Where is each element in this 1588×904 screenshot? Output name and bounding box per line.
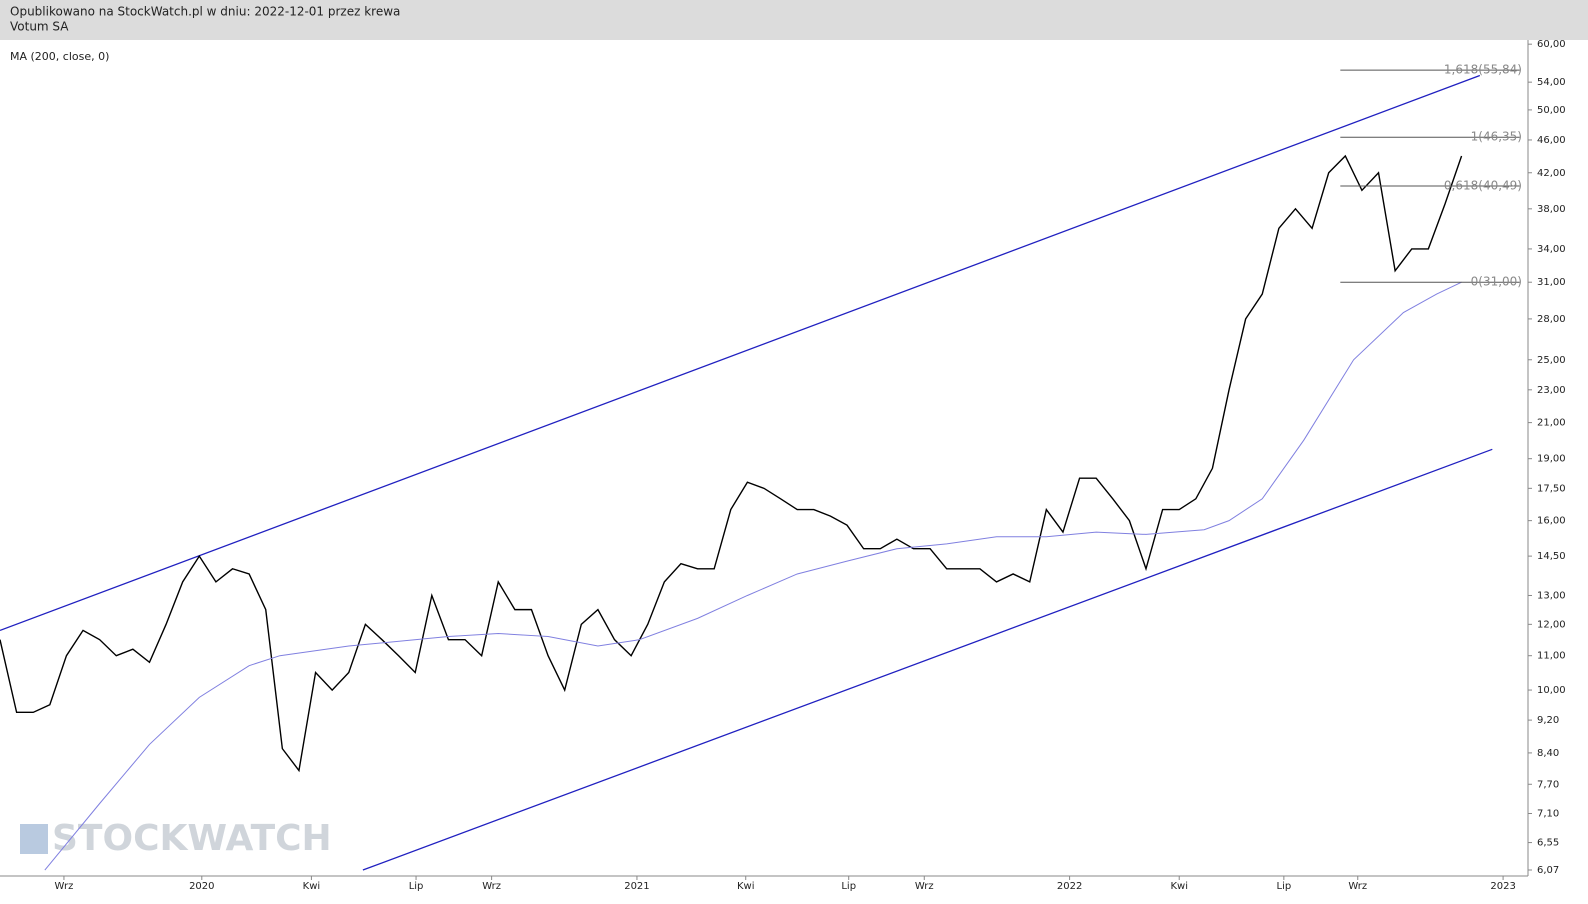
x-tick-label: Kwi [1170, 881, 1188, 892]
y-tick-label: 10,00 [1537, 685, 1566, 696]
x-tick-label: Lip [409, 881, 424, 892]
trend-line [362, 448, 1493, 871]
y-tick-label: 19,00 [1537, 454, 1566, 465]
x-tick-label: Wrz [55, 881, 74, 892]
y-tick-label: 6,55 [1537, 838, 1559, 849]
x-tick-label: Wrz [915, 881, 934, 892]
y-tick-label: 14,50 [1537, 551, 1566, 562]
watermark: STOCKWATCH [20, 818, 332, 859]
price-line [0, 154, 1463, 773]
y-tick-label: 54,00 [1537, 77, 1566, 88]
fib-label: 1,618(55,84) [1444, 63, 1522, 77]
x-tick-label: Wrz [482, 881, 501, 892]
x-tick-label: Kwi [737, 881, 755, 892]
y-tick-label: 23,00 [1537, 385, 1566, 396]
y-tick-label: 60,00 [1537, 39, 1566, 50]
y-tick-label: 31,00 [1537, 277, 1566, 288]
indicator-label: MA (200, close, 0) [10, 50, 109, 63]
header-band [0, 0, 1588, 40]
y-tick-label: 17,50 [1537, 483, 1566, 494]
trend-line [0, 74, 1481, 632]
y-tick-label: 16,00 [1537, 516, 1566, 527]
x-tick-label: Lip [1277, 881, 1292, 892]
y-tick-label: 21,00 [1537, 418, 1566, 429]
fib-label: 0,618(40,49) [1444, 178, 1522, 192]
y-tick-label: 7,10 [1537, 809, 1559, 820]
fib-label: 0(31,00) [1471, 275, 1522, 289]
y-tick-label: 25,00 [1537, 355, 1566, 366]
x-tick-label: Kwi [303, 881, 321, 892]
y-tick-label: 50,00 [1537, 105, 1566, 116]
header-symbol: Votum SA [10, 20, 69, 34]
y-tick-label: 28,00 [1537, 314, 1566, 325]
fib-label: 1(46,35) [1471, 130, 1522, 144]
y-tick-label: 9,20 [1537, 715, 1559, 726]
y-tick-label: 46,00 [1537, 135, 1566, 146]
x-tick-label: Wrz [1348, 881, 1367, 892]
y-tick-label: 8,40 [1537, 748, 1559, 759]
y-tick-label: 11,00 [1537, 651, 1566, 662]
watermark-icon [20, 824, 48, 854]
y-tick-label: 7,70 [1537, 779, 1559, 790]
x-tick-label: Lip [841, 881, 856, 892]
y-tick-label: 38,00 [1537, 204, 1566, 215]
ma-line [44, 281, 1462, 871]
x-tick-label: 2021 [624, 881, 649, 892]
header-title: Opublikowano na StockWatch.pl w dniu: 20… [10, 5, 400, 19]
y-tick-label: 34,00 [1537, 244, 1566, 255]
y-tick-label: 12,00 [1537, 619, 1566, 630]
x-tick-label: 2020 [189, 881, 214, 892]
y-tick-label: 13,00 [1537, 590, 1566, 601]
y-tick-label: 42,00 [1537, 168, 1566, 179]
watermark-text: STOCKWATCH [52, 818, 332, 859]
x-tick-label: 2023 [1490, 881, 1515, 892]
x-tick-label: 2022 [1057, 881, 1082, 892]
y-tick-label: 6,07 [1537, 865, 1559, 876]
